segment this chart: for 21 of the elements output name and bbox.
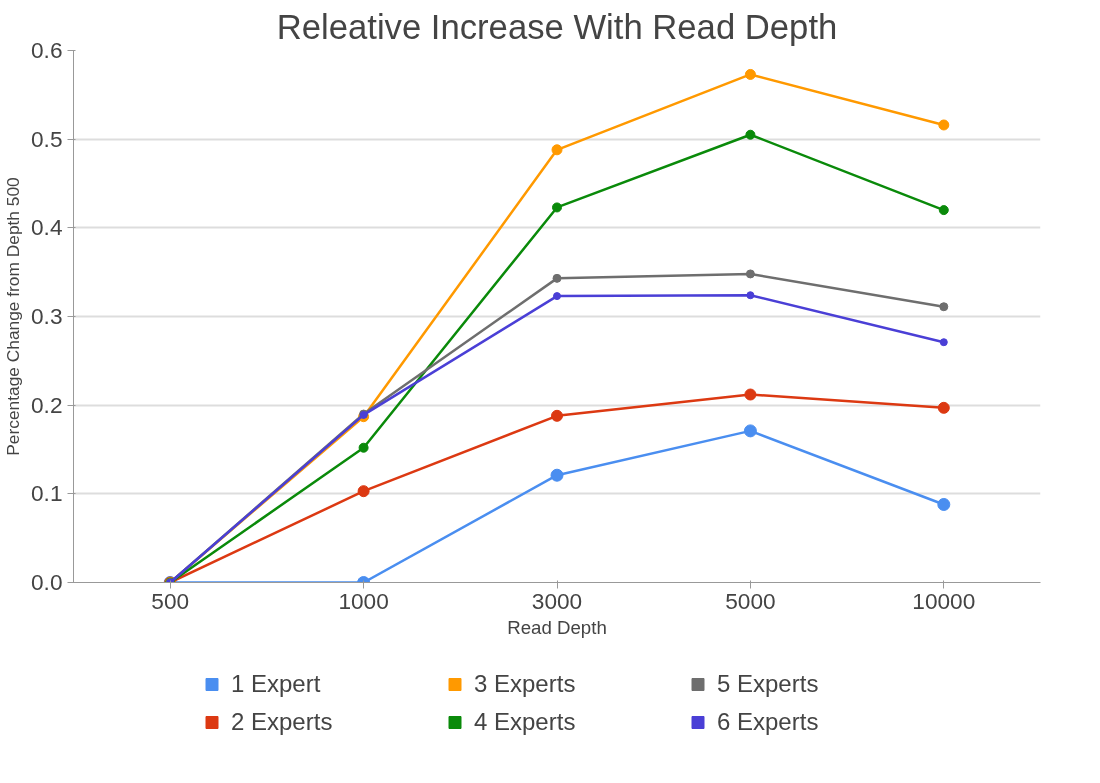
- x-axis-title: Read Depth: [507, 616, 607, 638]
- y-axis-title: Percentage Change from Depth 500: [3, 177, 23, 456]
- x-tick-label: 1000: [338, 587, 389, 614]
- legend-label: 5 Experts: [717, 669, 820, 698]
- y-tick-label: 0.4: [31, 214, 63, 241]
- x-tick-label: 10000: [912, 587, 976, 614]
- chart-title: Releative Increase With Read Depth: [276, 7, 838, 46]
- legend-label: 6 Experts: [717, 707, 820, 736]
- x-tick-label: 5000: [725, 587, 776, 614]
- legend-label: 4 Experts: [474, 707, 577, 736]
- y-tick-label: 0.6: [31, 37, 63, 63]
- y-tick-label: 0.3: [31, 303, 63, 329]
- x-tick-label: 3000: [531, 587, 583, 614]
- legend-label: 3 Experts: [474, 669, 577, 698]
- y-tick-label: 0.2: [31, 391, 63, 418]
- legend-label: 1 Expert: [231, 669, 322, 698]
- legend-label: 2 Experts: [231, 707, 334, 736]
- x-tick-label: 500: [151, 587, 190, 614]
- y-tick-label: 0.1: [31, 480, 63, 507]
- y-tick-label: 0.0: [31, 569, 63, 595]
- y-tick-label: 0.5: [31, 125, 63, 152]
